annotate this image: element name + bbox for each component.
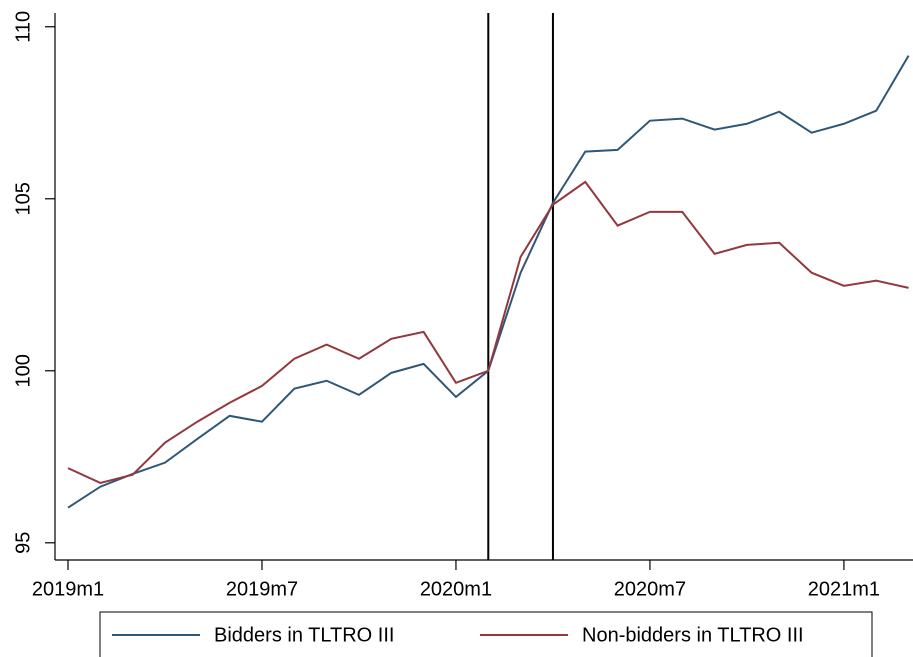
x-tick-label: 2020m7 (614, 578, 686, 600)
y-tick-label: 95 (12, 532, 34, 554)
x-tick-label: 2019m7 (226, 578, 298, 600)
y-tick-label: 100 (12, 354, 34, 387)
x-tick-label: 2019m1 (32, 578, 104, 600)
legend-label: Non-bidders in TLTRO III (582, 624, 804, 646)
x-tick-label: 2020m1 (420, 578, 492, 600)
y-tick-label: 105 (12, 182, 34, 215)
y-tick-label: 110 (12, 11, 34, 43)
series-line (67, 180, 909, 484)
legend-label: Bidders in TLTRO III (214, 624, 394, 646)
x-tick-label: 2021m1 (808, 578, 880, 600)
